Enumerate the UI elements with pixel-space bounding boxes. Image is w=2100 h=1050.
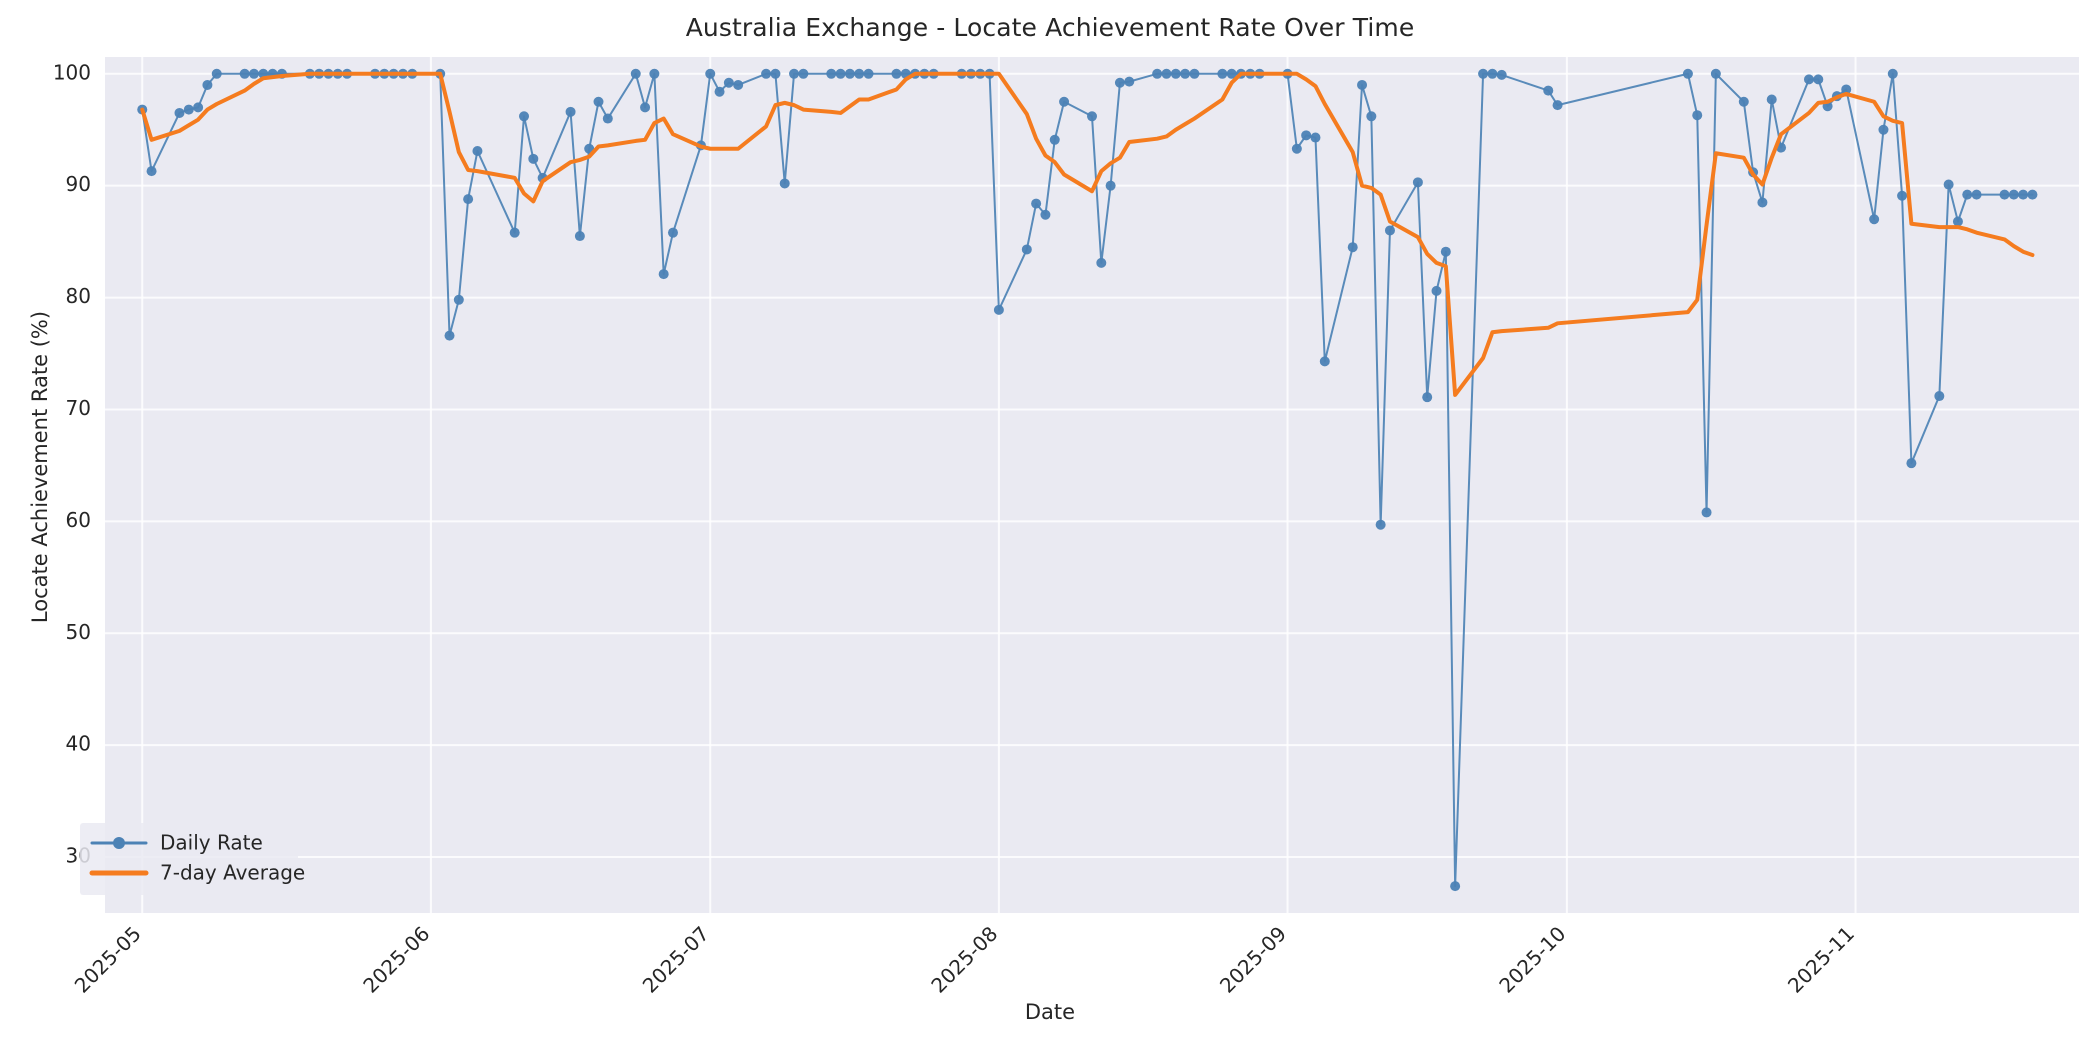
y-tick-label: 80 [66, 284, 91, 308]
x-tick-label: 2025-10 [1494, 922, 1570, 998]
x-tick-label: 2025-06 [358, 922, 434, 998]
x-axis-label: Date [1024, 1000, 1076, 1024]
x-tick-label: 2025-09 [1215, 922, 1291, 998]
y-tick-label: 40 [66, 732, 91, 756]
series-seven-day-average [140, 71, 2035, 397]
legend-marker-icon [113, 837, 125, 849]
x-tick-label: 2025-07 [638, 922, 714, 998]
legend-item[interactable]: Daily Rate [90, 831, 263, 855]
axes-background-group [105, 57, 2079, 913]
data-series-group [137, 68, 2038, 892]
x-tick-label: 2025-08 [926, 922, 1002, 998]
y-tick-label: 70 [66, 396, 91, 420]
y-tick-label: 60 [66, 508, 91, 532]
chart-title: Australia Exchange - Locate Achievement … [685, 13, 1415, 42]
x-tick-labels: 2025-05 2025-06 2025-07 2025-08 2025-09 2025-… [70, 922, 1859, 998]
x-tick-label: 2025-11 [1783, 922, 1859, 998]
x-tick-label: 2025-05 [70, 922, 146, 998]
legend-item[interactable]: 7-day Average [89, 861, 305, 885]
y-tick-label: 50 [66, 620, 91, 644]
axes-background [105, 57, 2079, 913]
grid-lines [105, 57, 2079, 913]
legend-background [80, 823, 298, 895]
y-tick-label: 100 [53, 60, 91, 84]
legend-label: Daily Rate [160, 831, 263, 855]
legend-label: 7-day Average [160, 861, 305, 885]
y-tick-label: 90 [66, 172, 91, 196]
chart-legend: Daily Rate 7-day Average [80, 823, 305, 895]
